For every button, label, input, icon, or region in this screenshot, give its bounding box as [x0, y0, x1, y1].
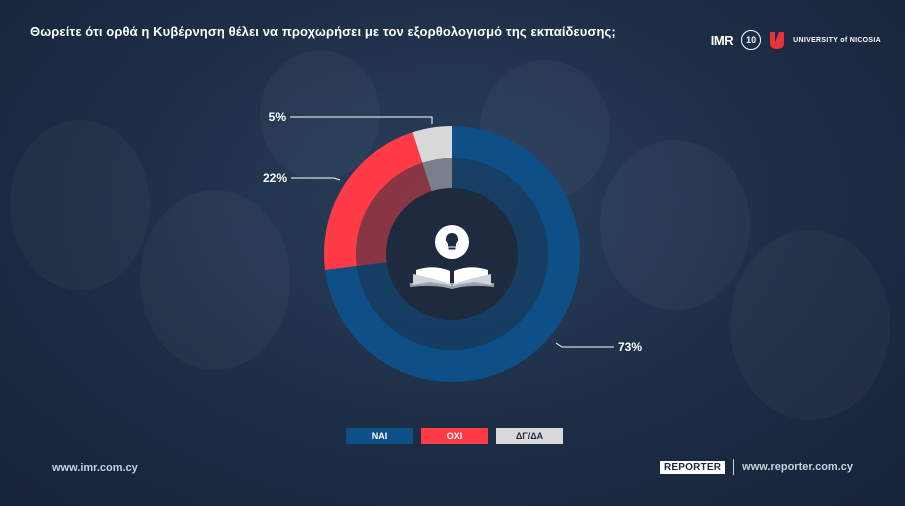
data-label-dgda: 5%	[269, 110, 287, 124]
university-of-nicosia-logo: UNIVERSITY of NICOSIA	[793, 36, 881, 44]
donut-slice-inner-nai	[356, 158, 548, 350]
donut-slice-inner-dgda	[422, 158, 452, 192]
data-label-oxi: 22%	[263, 171, 287, 185]
callout-line-dgda	[290, 116, 433, 124]
legend-item-dgda: ΔΓ/ΔΑ	[496, 428, 563, 444]
book-icon	[410, 267, 494, 289]
donut-slice-dgda	[412, 126, 452, 163]
data-label-nai: 73%	[618, 340, 642, 354]
chart-legend: ΝΑΙ ΟΧΙ ΔΓ/ΔΑ	[346, 428, 563, 444]
reporter-logo: REPORTER	[659, 460, 726, 474]
center-icon-group	[386, 188, 518, 320]
imr-website-link[interactable]: www.imr.com.cy	[52, 462, 138, 474]
callout-line-oxi	[291, 177, 341, 181]
legend-item-oxi: ΟΧΙ	[421, 428, 488, 444]
header-logos: IMR 10 UNIVERSITY of NICOSIA	[711, 30, 881, 50]
inner-ring-shade	[356, 158, 548, 350]
anniversary-seal-logo: 10	[741, 30, 762, 50]
reporter-website-link[interactable]: www.reporter.com.cy	[742, 461, 853, 473]
donut-slice-inner-oxi	[356, 162, 432, 267]
imr-logo: IMR	[710, 32, 734, 48]
callout-line-nai	[555, 342, 614, 348]
donut-slice-oxi	[324, 132, 423, 271]
legend-item-nai: ΝΑΙ	[346, 428, 413, 444]
divider	[733, 459, 735, 475]
university-shield-icon	[769, 31, 785, 49]
reporter-footer: REPORTER www.reporter.com.cy	[659, 459, 853, 475]
lightbulb-icon	[445, 232, 459, 250]
chart-title: Θωρείτε ότι ορθά η Κυβέρνηση θέλει να πρ…	[30, 24, 616, 39]
